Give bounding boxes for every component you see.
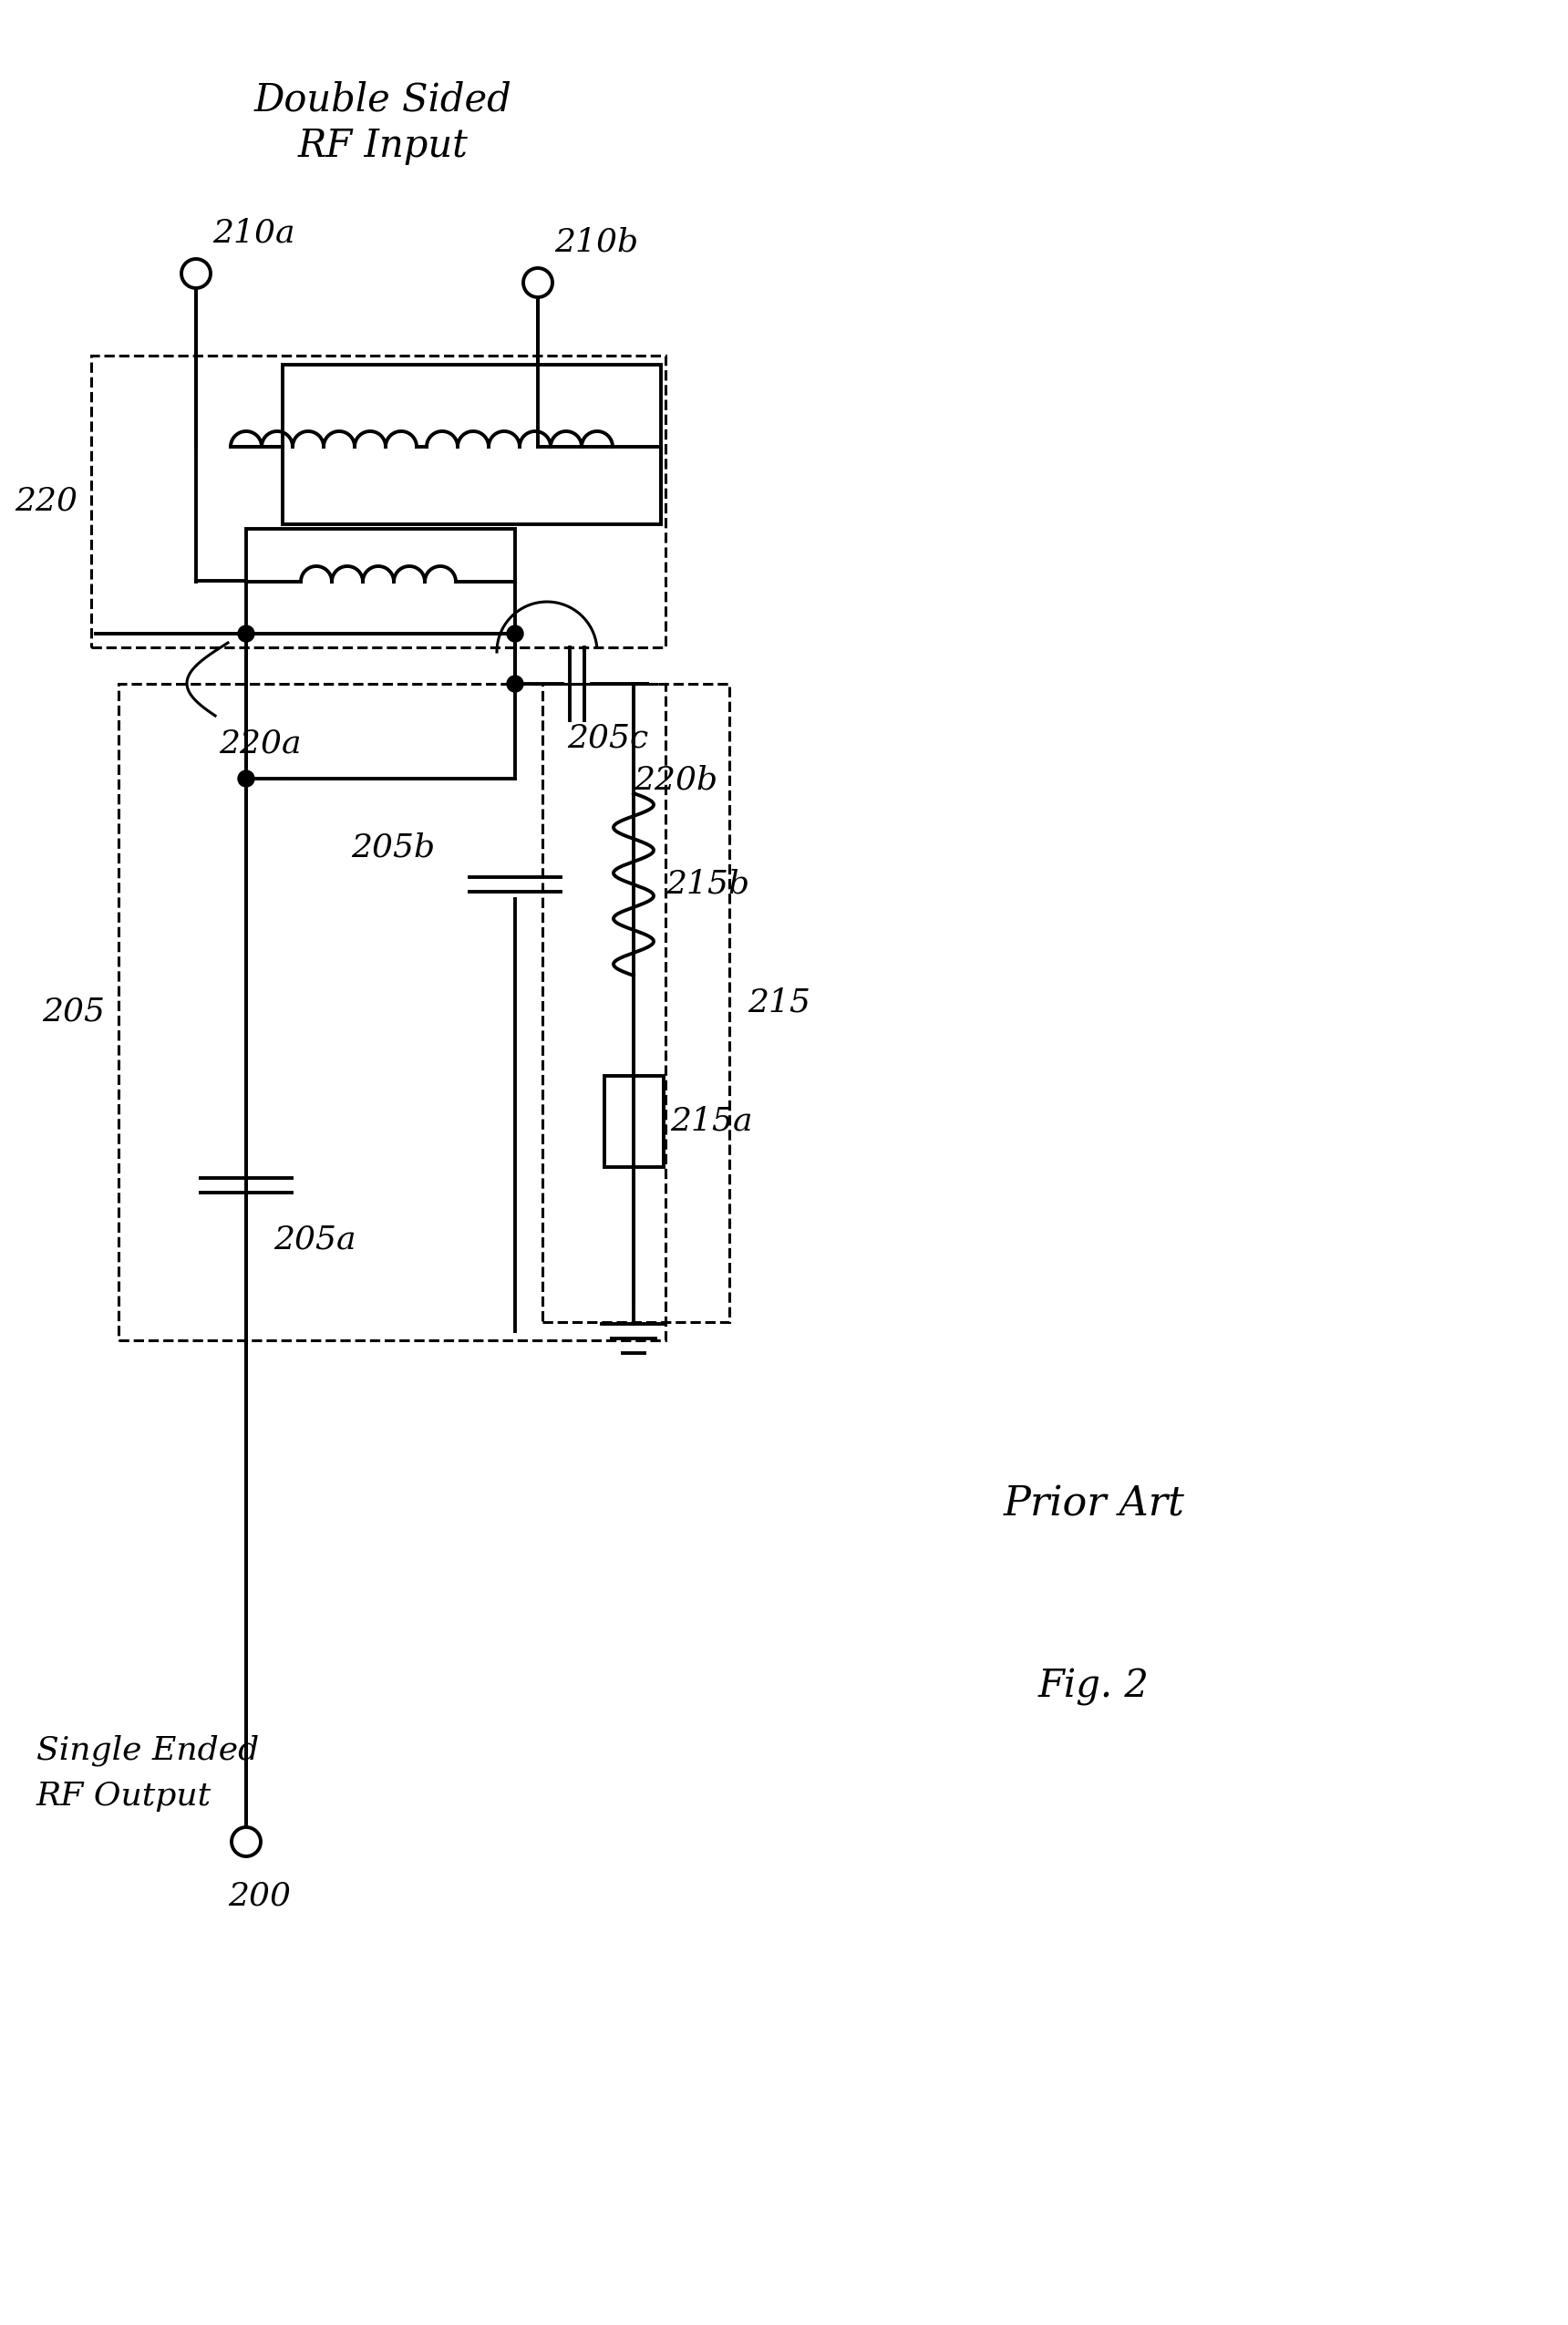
Text: 200: 200 <box>227 1881 290 1911</box>
Text: Prior Art: Prior Art <box>1004 1486 1184 1525</box>
Circle shape <box>524 267 552 298</box>
Text: 210b: 210b <box>554 226 638 258</box>
Text: 220a: 220a <box>220 728 301 758</box>
Bar <box>282 365 662 523</box>
Text: 205c: 205c <box>568 723 649 753</box>
Bar <box>604 1076 663 1167</box>
Circle shape <box>506 625 524 642</box>
Circle shape <box>238 625 254 642</box>
Bar <box>91 356 665 646</box>
Bar <box>246 528 514 635</box>
Text: RF Output: RF Output <box>36 1781 212 1811</box>
Text: 215b: 215b <box>665 870 750 900</box>
Text: Fig. 2: Fig. 2 <box>1038 1667 1149 1707</box>
Text: 215: 215 <box>748 988 811 1018</box>
Circle shape <box>182 258 210 288</box>
Circle shape <box>232 1827 260 1855</box>
Text: Double Sided: Double Sided <box>254 81 511 119</box>
Bar <box>119 684 665 1339</box>
Text: 220: 220 <box>14 486 77 516</box>
Text: 210a: 210a <box>212 216 295 249</box>
Text: 215a: 215a <box>670 1107 753 1137</box>
Circle shape <box>506 677 524 693</box>
Text: Single Ended: Single Ended <box>36 1734 259 1767</box>
Text: 205a: 205a <box>273 1225 356 1256</box>
Text: 205: 205 <box>42 997 105 1028</box>
Circle shape <box>238 770 254 786</box>
Text: RF Input: RF Input <box>298 128 469 165</box>
Text: 220b: 220b <box>633 765 718 795</box>
Text: 205b: 205b <box>351 832 434 863</box>
Bar <box>543 684 729 1323</box>
